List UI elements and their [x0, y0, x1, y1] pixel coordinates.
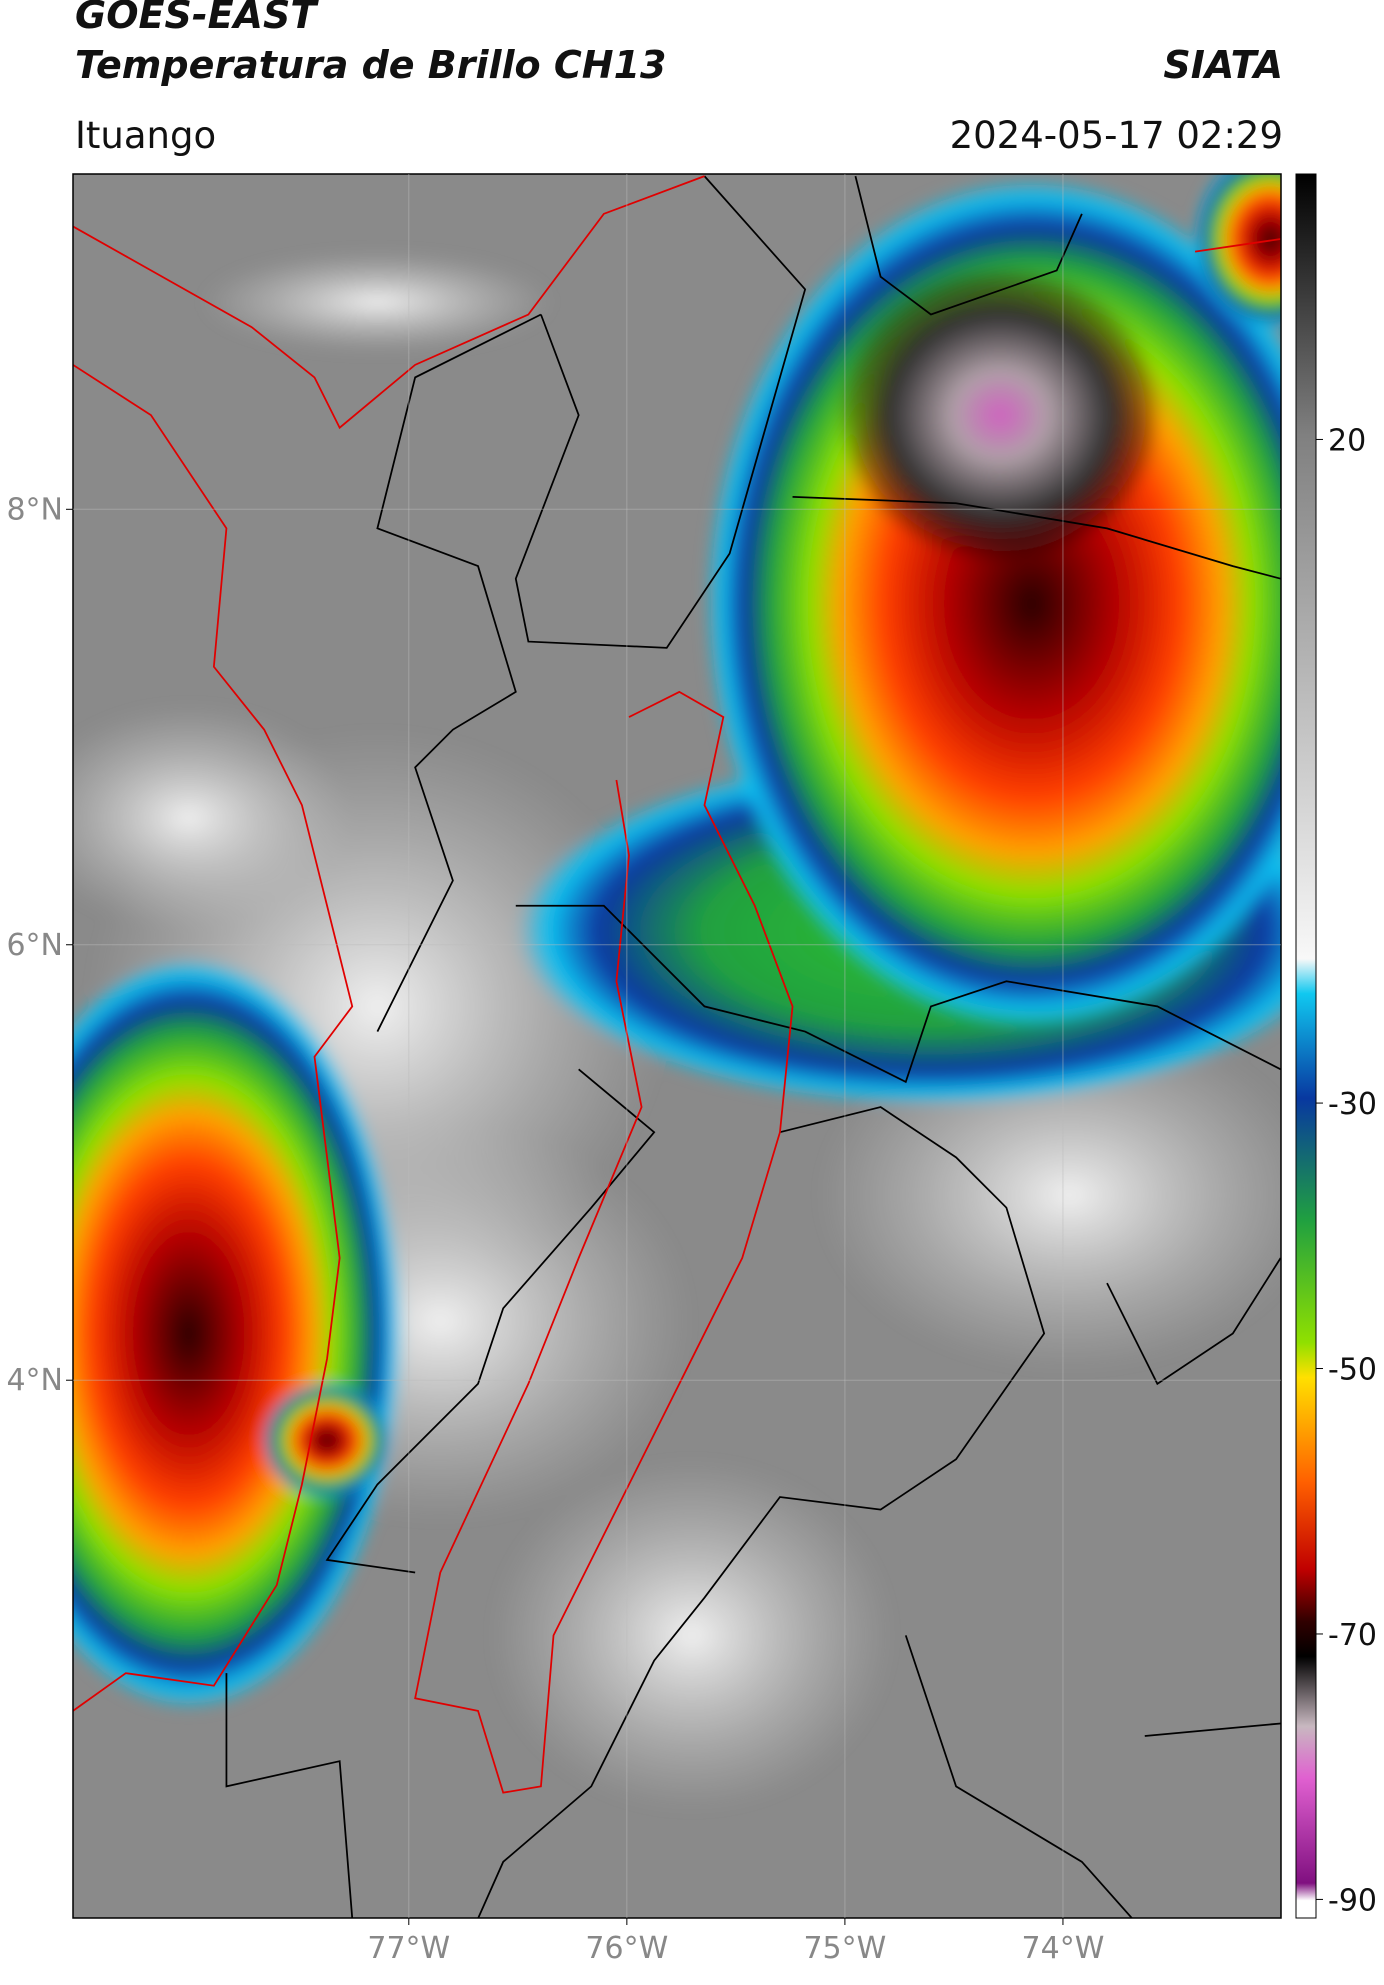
title-line2: Temperatura de Brillo CH13: [75, 43, 666, 87]
x-tick-label: 76°W: [585, 1931, 668, 1966]
colorbar-tick-label: -70: [1328, 1618, 1377, 1653]
agency: SIATA: [1163, 43, 1283, 87]
location: Ituango: [75, 114, 216, 157]
satellite-image: [73, 174, 1281, 1918]
colorbar-tick-label: -50: [1328, 1353, 1377, 1388]
x-tick-label: 77°W: [367, 1931, 450, 1966]
x-tick-label: 74°W: [1022, 1931, 1105, 1966]
title-line1: GOES-EAST: [75, 0, 319, 37]
map-frame: [72, 173, 1282, 1919]
datetime: 2024-05-17 02:29: [950, 114, 1283, 157]
y-tick-label: 6°N: [6, 928, 63, 963]
colorbar: [1295, 173, 1317, 1919]
y-tick-label: 8°N: [6, 492, 63, 527]
colorbar-tick-label: -30: [1328, 1087, 1377, 1122]
colorbar-tick-label: 20: [1328, 423, 1366, 458]
colorbar-tick-label: -90: [1328, 1883, 1377, 1918]
x-tick-label: 75°W: [803, 1931, 886, 1966]
y-tick-label: 4°N: [6, 1363, 63, 1398]
